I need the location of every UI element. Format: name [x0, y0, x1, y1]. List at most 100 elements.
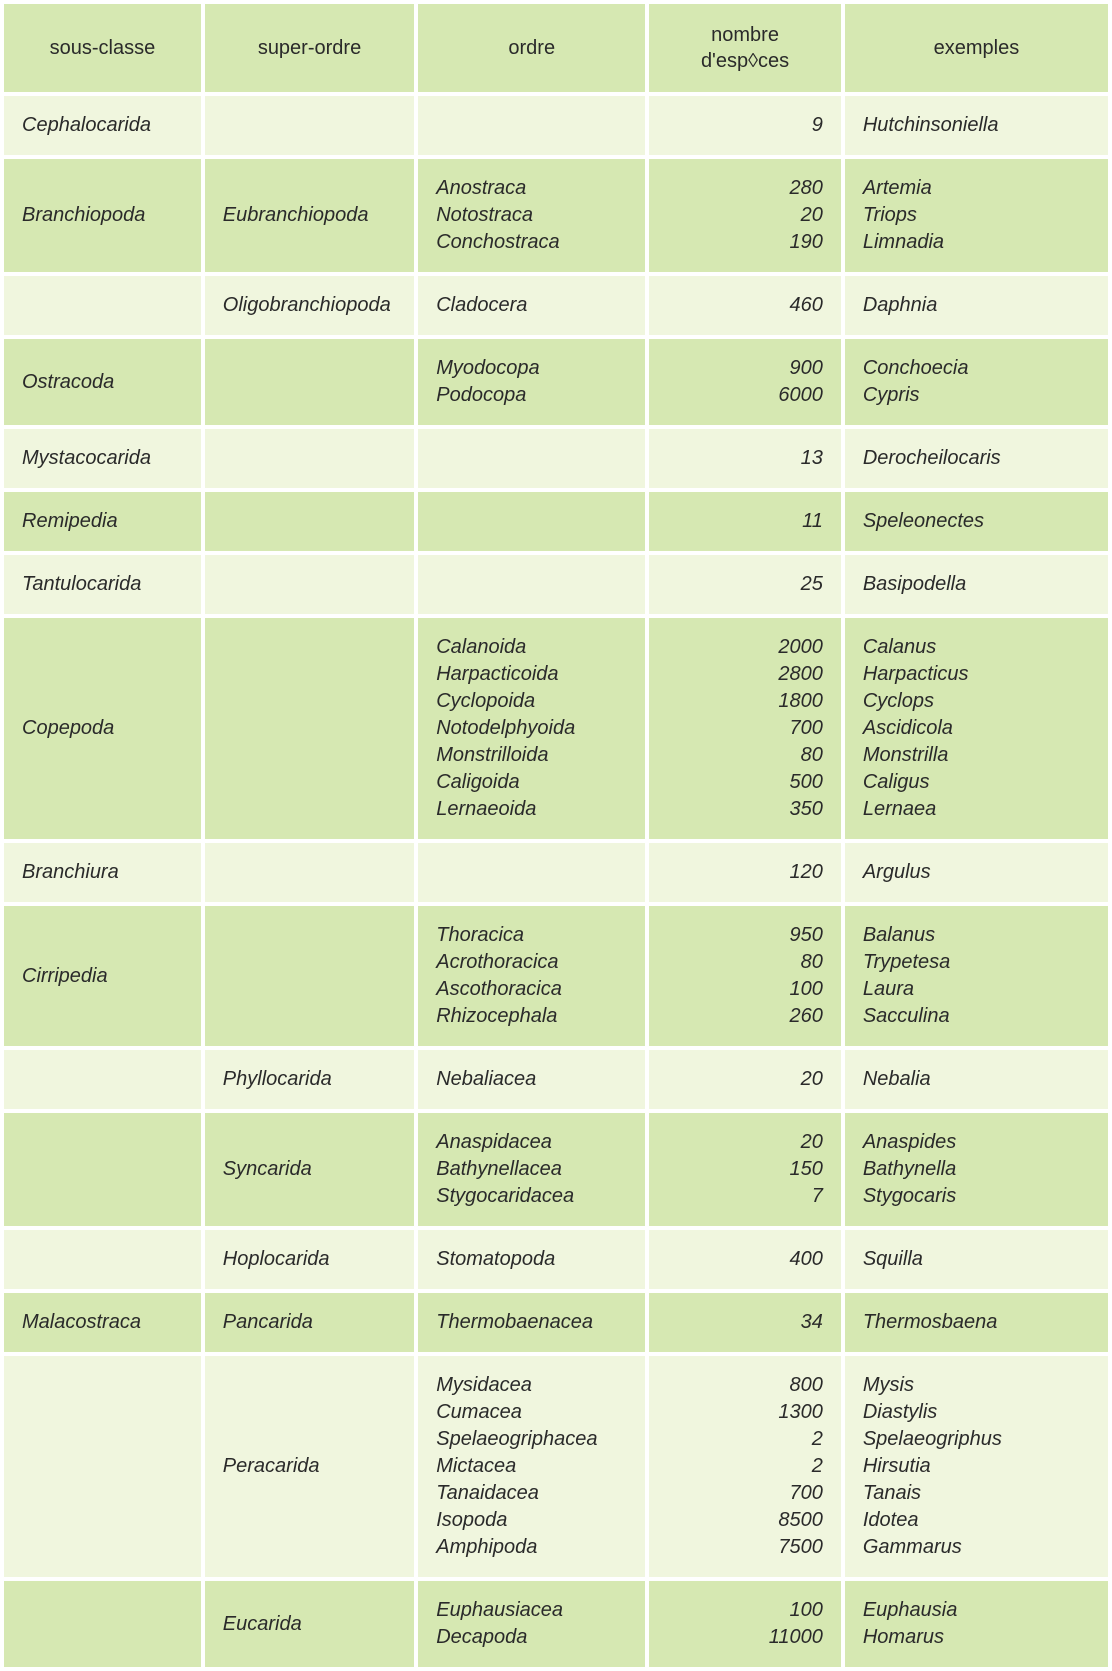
table-row: Copepoda Calanoida Harpacticoida Cyclopoi…	[4, 618, 1108, 839]
taxonomy-table: sous-classe super-ordre ordre nombre d'e…	[0, 0, 1112, 1671]
cell-super-ordre: Pancarida	[205, 1293, 414, 1352]
cell-exemples: Calanus Harpacticus Cyclops Ascidicola M…	[845, 618, 1108, 839]
header-row: sous-classe super-ordre ordre nombre d'e…	[4, 4, 1108, 92]
cell-super-ordre: Eubranchiopoda	[205, 159, 414, 272]
cell-ordre: Nebaliacea	[418, 1050, 645, 1109]
table-row: PhyllocaridaNebaliacea20Nebalia	[4, 1050, 1108, 1109]
cell-exemples: Basipodella	[845, 555, 1108, 614]
cell-super-ordre	[205, 618, 414, 839]
cell-exemples: Mysis Diastylis Spelaeogriphus Hirsutia …	[845, 1356, 1108, 1577]
cell-ordre: Cladocera	[418, 276, 645, 335]
table-row: Remipedia11Speleonectes	[4, 492, 1108, 551]
cell-ordre: Thoracica Acrothoracica Ascothoracica Rh…	[418, 906, 645, 1046]
cell-ordre	[418, 96, 645, 155]
cell-sous-classe: Tantulocarida	[4, 555, 201, 614]
cell-sous-classe: Branchiopoda	[4, 159, 201, 272]
cell-ordre: Anostraca Notostraca Conchostraca	[418, 159, 645, 272]
cell-nombre: 11	[649, 492, 841, 551]
cell-nombre: 120	[649, 843, 841, 902]
cell-exemples: Artemia Triops Limnadia	[845, 159, 1108, 272]
cell-sous-classe	[4, 1050, 201, 1109]
cell-nombre: 20	[649, 1050, 841, 1109]
cell-sous-classe: Cirripedia	[4, 906, 201, 1046]
cell-nombre: 100 11000	[649, 1581, 841, 1667]
cell-ordre	[418, 555, 645, 614]
cell-ordre	[418, 429, 645, 488]
cell-nombre: 800 1300 2 2 700 8500 7500	[649, 1356, 841, 1577]
cell-super-ordre: Phyllocarida	[205, 1050, 414, 1109]
table-row: Tantulocarida 25Basipodella	[4, 555, 1108, 614]
cell-nombre: 13	[649, 429, 841, 488]
cell-super-ordre	[205, 339, 414, 425]
cell-super-ordre: Eucarida	[205, 1581, 414, 1667]
cell-exemples: Argulus	[845, 843, 1108, 902]
table-row: Cirripedia Thoracica Acrothoracica Ascoth…	[4, 906, 1108, 1046]
cell-exemples: Thermosbaena	[845, 1293, 1108, 1352]
cell-nombre: 900 6000	[649, 339, 841, 425]
cell-nombre: 25	[649, 555, 841, 614]
cell-exemples: Balanus Trypetesa Laura Sacculina	[845, 906, 1108, 1046]
cell-nombre: 20 150 7	[649, 1113, 841, 1226]
cell-super-ordre: Oligobranchiopoda	[205, 276, 414, 335]
cell-ordre	[418, 492, 645, 551]
cell-super-ordre: Hoplocarida	[205, 1230, 414, 1289]
cell-exemples: Squilla	[845, 1230, 1108, 1289]
cell-exemples: Daphnia	[845, 276, 1108, 335]
cell-super-ordre	[205, 906, 414, 1046]
cell-ordre: Euphausiacea Decapoda	[418, 1581, 645, 1667]
table-body: Cephalocarida9HutchinsoniellaBranchiopod…	[4, 96, 1108, 1667]
cell-nombre: 460	[649, 276, 841, 335]
table-row: OligobranchiopodaCladocera460Daphnia	[4, 276, 1108, 335]
cell-nombre: 2000 2800 1800 700 80 500 350	[649, 618, 841, 839]
col-header-super-ordre: super-ordre	[205, 4, 414, 92]
cell-super-ordre	[205, 429, 414, 488]
table-row: HoplocaridaStomatopoda400Squilla	[4, 1230, 1108, 1289]
cell-sous-classe	[4, 1581, 201, 1667]
cell-nombre: 280 20 190	[649, 159, 841, 272]
cell-ordre: Calanoida Harpacticoida Cyclopoida Notod…	[418, 618, 645, 839]
table-row: BranchiopodaEubranchiopodaAnostraca Noto…	[4, 159, 1108, 272]
cell-nombre: 400	[649, 1230, 841, 1289]
cell-super-ordre	[205, 492, 414, 551]
cell-exemples: Speleonectes	[845, 492, 1108, 551]
cell-ordre: Anaspidacea Bathynellacea Stygocaridacea	[418, 1113, 645, 1226]
cell-ordre: Myodocopa Podocopa	[418, 339, 645, 425]
cell-nombre: 34	[649, 1293, 841, 1352]
cell-sous-classe	[4, 1113, 201, 1226]
cell-exemples: Anaspides Bathynella Stygocaris	[845, 1113, 1108, 1226]
table-row: SyncaridaAnaspidacea Bathynellacea Stygo…	[4, 1113, 1108, 1226]
cell-sous-classe	[4, 1356, 201, 1577]
cell-sous-classe: Malacostraca	[4, 1293, 201, 1352]
cell-sous-classe: Ostracoda	[4, 339, 201, 425]
cell-sous-classe: Branchiura	[4, 843, 201, 902]
cell-super-ordre	[205, 96, 414, 155]
table-row: Ostracoda Myodocopa Podocopa900 6000Conch…	[4, 339, 1108, 425]
col-header-exemples: exemples	[845, 4, 1108, 92]
table-row: Cephalocarida 9Hutchinsoniella	[4, 96, 1108, 155]
cell-super-ordre: Syncarida	[205, 1113, 414, 1226]
cell-sous-classe	[4, 1230, 201, 1289]
cell-sous-classe	[4, 276, 201, 335]
cell-exemples: Nebalia	[845, 1050, 1108, 1109]
cell-sous-classe: Copepoda	[4, 618, 201, 839]
table-row: EucaridaEuphausiacea Decapoda100 11000Eu…	[4, 1581, 1108, 1667]
cell-super-ordre: Peracarida	[205, 1356, 414, 1577]
table-row: MalacostracaPancaridaThermobaenacea34The…	[4, 1293, 1108, 1352]
table-row: PeracaridaMysidacea Cumacea Spelaeogriph…	[4, 1356, 1108, 1577]
col-header-sous-classe: sous-classe	[4, 4, 201, 92]
cell-super-ordre	[205, 843, 414, 902]
cell-ordre: Mysidacea Cumacea Spelaeogriphacea Micta…	[418, 1356, 645, 1577]
table-row: Branchiura 120Argulus	[4, 843, 1108, 902]
cell-ordre	[418, 843, 645, 902]
cell-exemples: Derocheilocaris	[845, 429, 1108, 488]
cell-ordre: Thermobaenacea	[418, 1293, 645, 1352]
cell-sous-classe: Cephalocarida	[4, 96, 201, 155]
cell-super-ordre	[205, 555, 414, 614]
cell-nombre: 9	[649, 96, 841, 155]
cell-exemples: Hutchinsoniella	[845, 96, 1108, 155]
cell-nombre: 950 80 100 260	[649, 906, 841, 1046]
table-row: Mystacocarida13Derocheilocaris	[4, 429, 1108, 488]
cell-exemples: Conchoecia Cypris	[845, 339, 1108, 425]
cell-exemples: Euphausia Homarus	[845, 1581, 1108, 1667]
col-header-ordre: ordre	[418, 4, 645, 92]
